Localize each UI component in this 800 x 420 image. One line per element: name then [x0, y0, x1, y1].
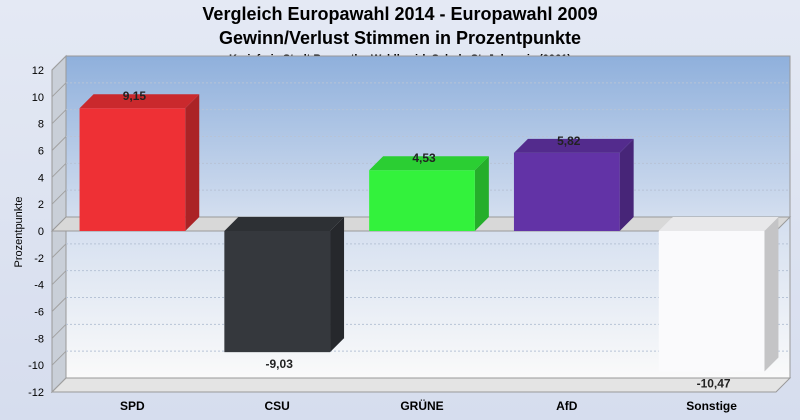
bar-gr-ne [369, 170, 475, 231]
y-axis-ticks: 12 10 8 6 4 2 0 -2 -4 -6 -8 -10 -12 [28, 65, 44, 399]
x-axis-labels: SPD CSU GRÜNE AfD Sonstige [120, 398, 737, 413]
bar-side [764, 217, 779, 372]
bar-side [185, 94, 200, 231]
bar-top [224, 217, 345, 231]
bar-csu [224, 231, 331, 353]
x-tick-label: GRÜNE [400, 398, 443, 413]
grid-line-side [51, 136, 67, 151]
bars [79, 94, 779, 372]
value-label: 5,82 [557, 134, 581, 148]
grid-line-side [51, 350, 67, 366]
bar-sonstige [658, 231, 765, 372]
y-tick-label: 8 [38, 119, 44, 131]
grid-line-side [51, 377, 67, 393]
y-tick-label: 12 [32, 65, 44, 77]
grid-line-side [51, 243, 67, 259]
value-labels: 9,15 -9,03 4,53 5,82 -10,47 [123, 89, 731, 390]
grid-line-side [51, 109, 67, 125]
grid-line-side [51, 55, 67, 71]
bar-top [658, 217, 779, 231]
grid-line-side [51, 323, 67, 339]
chart-subtitle: Gewinn/Verlust Stimmen in Prozentpunkte [218, 28, 582, 48]
x-tick-label: CSU [265, 399, 290, 413]
y-tick-label: -8 [34, 333, 44, 345]
bar-afd [513, 152, 620, 231]
bar-top [513, 138, 634, 153]
y-tick-label: -2 [34, 253, 44, 265]
value-label: 9,15 [123, 89, 147, 103]
floor [50, 377, 792, 393]
value-label: 4,53 [412, 151, 436, 165]
bar-side [474, 156, 489, 231]
x-tick-label: SPD [120, 399, 145, 413]
y-tick-label: 10 [32, 92, 44, 104]
chart-title: Vergleich Europawahl 2014 - Europawahl 2… [202, 4, 598, 24]
value-label: -9,03 [266, 357, 294, 371]
bar-side [619, 138, 634, 231]
y-tick-label: -6 [34, 307, 44, 319]
grid-line-side [51, 162, 67, 178]
x-tick-label: AfD [556, 399, 578, 413]
y-tick-label: 0 [38, 226, 44, 238]
x-tick-label: Sonstige [686, 399, 737, 413]
bar-spd [79, 108, 186, 231]
grid-line-side [51, 270, 67, 286]
y-tick-label: 4 [38, 172, 44, 184]
y-axis-label: Prozentpunkte [13, 197, 25, 268]
grid-line-side [51, 82, 67, 98]
value-label: -10,47 [697, 376, 731, 390]
bar-side [330, 217, 345, 353]
y-tick-label: 6 [38, 146, 44, 158]
bar-top [79, 94, 200, 109]
y-tick-label: 2 [38, 199, 44, 211]
y-tick-label: -12 [28, 387, 44, 399]
y-tick-label: -10 [28, 360, 44, 372]
y-tick-label: -4 [34, 280, 44, 292]
grid-line-side [51, 297, 67, 312]
bar-top [369, 156, 489, 171]
grid-line-side [51, 189, 67, 205]
